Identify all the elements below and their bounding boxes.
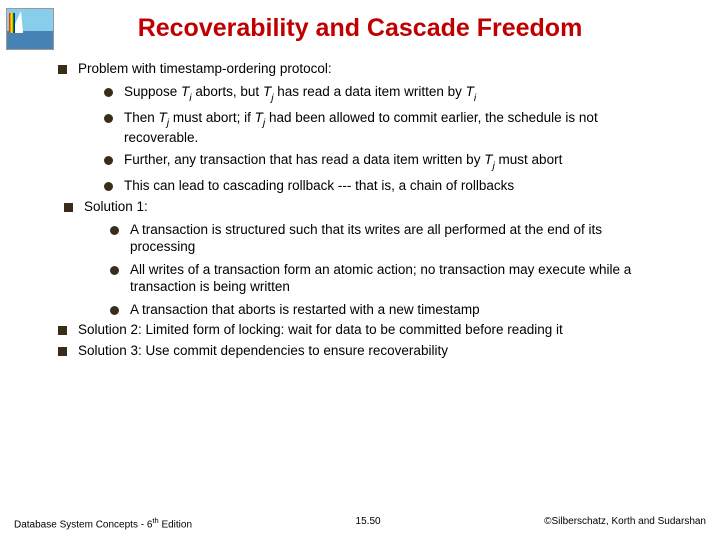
sol1-text: Solution 1:	[84, 199, 148, 214]
sub-bullet-4: This can lead to cascading rollback --- …	[104, 178, 670, 195]
bullet-solution3: Solution 3: Use commit dependencies to e…	[58, 343, 670, 360]
sub-bullet-2: Then Tj must abort; if Tj had been allow…	[104, 110, 670, 147]
sub-bullet-3: Further, any transaction that has read a…	[104, 152, 670, 172]
slide-logo	[6, 8, 54, 50]
footer-left: Database System Concepts - 6th Edition	[14, 516, 192, 530]
slide-footer: Database System Concepts - 6th Edition 1…	[0, 516, 720, 530]
bullet-solution2: Solution 2: Limited form of locking: wai…	[58, 322, 670, 339]
sub-bullet-1: Suppose Ti aborts, but Tj has read a dat…	[104, 84, 670, 104]
sol1-sub2: All writes of a transaction form an atom…	[110, 262, 670, 296]
footer-center: 15.50	[356, 516, 381, 530]
footer-right: ©Silberschatz, Korth and Sudarshan	[544, 516, 706, 530]
bullet-problem: Problem with timestamp-ordering protocol…	[58, 61, 670, 195]
problem-text: Problem with timestamp-ordering protocol…	[78, 61, 332, 76]
sol1-sub3: A transaction that aborts is restarted w…	[110, 302, 670, 319]
bullet-solution1: Solution 1: A transaction is structured …	[64, 199, 670, 318]
slide-title: Recoverability and Cascade Freedom	[0, 0, 720, 55]
sol1-sub1: A transaction is structured such that it…	[110, 222, 670, 256]
slide-content: Problem with timestamp-ordering protocol…	[0, 55, 720, 360]
